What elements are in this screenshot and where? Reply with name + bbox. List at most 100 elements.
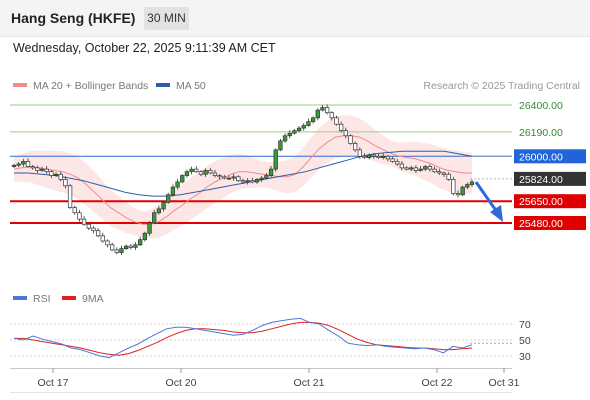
level-badge-26000.00 [514,149,586,164]
candle-body [399,163,405,169]
datetime-label: Wednesday, October 22, 2025 9:11:39 AM C… [13,41,276,55]
x-tick-label-Oct 17: Oct 17 [38,377,69,389]
candle-body [413,167,419,171]
candle-body [147,222,152,234]
candle-body [53,173,59,176]
candle-body [324,107,330,114]
level-badge-25650.00 [514,194,586,209]
candle-body [465,184,470,188]
candle-body [315,109,320,119]
candle-body [128,245,133,248]
candle-body [142,232,148,241]
candle-body [58,173,63,180]
candle-body [236,176,241,182]
candle-body [189,168,194,173]
level-badge-25480.00 [514,216,586,230]
x-tick-label-Oct 20: Oct 20 [166,377,197,389]
chart-header: Hang Seng (HKFE) 30 MIN [0,0,590,37]
level-label-25480.00: 25480.00 [519,218,563,230]
candle-body [156,208,162,214]
candle-body [35,167,40,171]
x-tick-label-Oct 21: Oct 21 [294,377,325,389]
rsi-line [13,317,473,359]
candle-body [180,175,185,183]
rsi-tick-30: 30 [519,351,531,363]
legend-ma50: MA 50 [156,80,206,92]
timeframe-button[interactable]: 30 MIN [144,7,189,30]
candle-body [49,171,54,176]
legend-9ma: 9MA [62,293,104,305]
candle-body [114,249,119,253]
candle-body [152,212,157,224]
candle-body [404,167,409,170]
candle-body [175,181,180,188]
candle-body [226,177,232,180]
candle-body [306,121,311,126]
candle-body [217,175,222,178]
candle-body [194,168,199,173]
candle-body [427,166,433,170]
legend-swatch-ma20 [13,83,27,88]
candle-body [455,193,461,196]
level-label-26400.00: 26400.00 [519,100,563,112]
candle-body [100,235,105,242]
candle-body [418,168,423,171]
candle-body [245,180,250,183]
legend-swatch-9ma [62,296,76,301]
candle-body [39,168,45,171]
legend-swatch-rsi [13,296,27,301]
candle-body [250,180,255,183]
legend-label-ma20: MA 20 + Bollinger Bands [33,80,149,92]
candle-body [254,179,260,183]
candle-body [367,154,372,158]
candle-body [441,172,447,175]
candle-body [451,179,456,194]
candle-body [310,117,316,123]
forecast-arrow [474,181,499,213]
candle-body [446,173,451,180]
candle-body [287,132,292,137]
legend-ma20-bollinger: MA 20 + Bollinger Bands [13,80,148,92]
candle-body [231,176,236,179]
candle-body [343,130,348,137]
candle-body [334,117,339,125]
candle-body [124,245,129,250]
candle-body [212,172,218,176]
candle-body [184,171,190,176]
candle-body [338,123,344,132]
ma20-line [13,135,472,225]
candle-body [362,155,367,158]
candle-body [348,135,353,144]
legend-rsi: RSI [13,293,51,305]
level-label-25650.00: 25650.00 [519,196,563,208]
candle-body [278,140,283,151]
candle-body [273,149,278,170]
candle-body [240,180,246,183]
candle-body [16,163,21,166]
candle-body [170,186,176,196]
candle-body [166,194,171,203]
candle-body [264,175,269,179]
candle-body [138,239,143,246]
candle-body [301,125,306,129]
candle-body [208,170,213,174]
candle-body [469,181,475,185]
candle-body [77,212,82,220]
candle-body [385,155,391,160]
bottom-border [10,392,512,393]
candle-body [95,230,101,237]
candle-body [109,244,115,251]
forecast-arrowhead [490,205,503,222]
candle-body [423,166,428,170]
candle-body [67,185,73,208]
candle-body [357,149,362,157]
candle-body [72,207,77,214]
candle-body [11,164,17,167]
level-label-26190.00: 26190.00 [519,127,563,139]
x-tick-label-Oct 22: Oct 22 [422,377,453,389]
candle-body [320,107,325,111]
candle-body [376,155,381,158]
rsi-tick-70: 70 [519,319,531,331]
legend-label-ma50: MA 50 [176,80,206,92]
